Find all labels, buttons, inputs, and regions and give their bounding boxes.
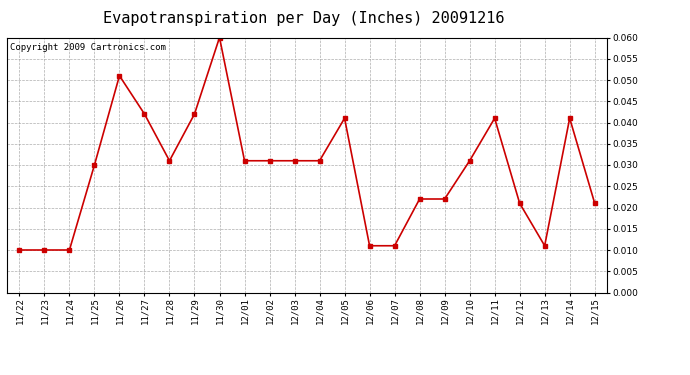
Text: Evapotranspiration per Day (Inches) 20091216: Evapotranspiration per Day (Inches) 2009… (103, 11, 504, 26)
Text: Copyright 2009 Cartronics.com: Copyright 2009 Cartronics.com (10, 43, 166, 52)
